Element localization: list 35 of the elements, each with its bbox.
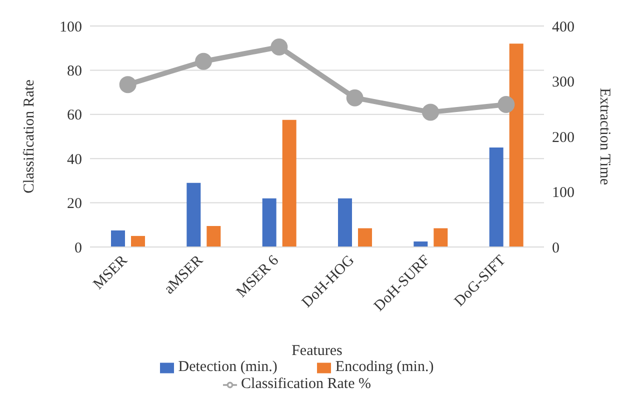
y2-tick-label: 100 xyxy=(552,185,574,202)
point xyxy=(195,52,212,70)
legend-label: Classification Rate % xyxy=(241,376,371,392)
bar xyxy=(434,228,448,247)
y-tick-label: 40 xyxy=(67,152,82,168)
bar xyxy=(414,241,428,247)
y2-tick-label: 300 xyxy=(552,74,574,91)
y2-tick-label: 200 xyxy=(552,130,574,146)
bar xyxy=(131,236,145,247)
legend-label: Detection (min.) xyxy=(178,359,278,375)
point xyxy=(422,104,439,121)
y-tick-label: 60 xyxy=(67,108,82,124)
y-axis-title: Classification Rate xyxy=(21,79,38,194)
point xyxy=(346,89,364,106)
x-axis-title: Features xyxy=(292,343,343,359)
bar xyxy=(111,230,125,247)
point xyxy=(498,96,515,113)
bar xyxy=(186,182,201,247)
y-tick-label: 100 xyxy=(60,19,82,36)
bar xyxy=(262,198,276,247)
bar xyxy=(206,226,221,247)
y2-tick-label: 0 xyxy=(552,240,560,256)
y-tick-label: 80 xyxy=(67,64,82,80)
y2-tick-label: 400 xyxy=(552,19,574,36)
y-tick-label: 20 xyxy=(67,196,82,212)
y-tick-label: 0 xyxy=(74,240,82,256)
y2-axis-title: Extraction Time xyxy=(596,88,613,186)
bar xyxy=(358,228,372,247)
bar xyxy=(509,44,524,247)
bar xyxy=(338,198,352,247)
point xyxy=(270,38,288,56)
point xyxy=(119,76,136,94)
bar xyxy=(282,120,296,247)
bar xyxy=(489,148,504,247)
legend-label: Encoding (min.) xyxy=(335,359,434,375)
